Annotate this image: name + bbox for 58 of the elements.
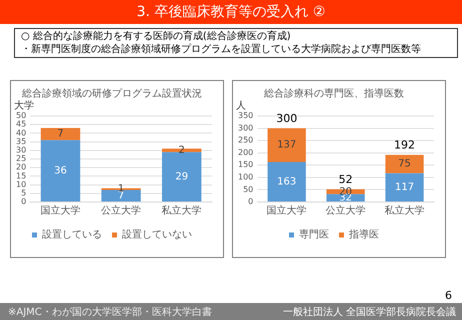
y-tick-label: 20 [16, 162, 26, 172]
x-tick-label: 私立大学 [162, 204, 202, 217]
bar [268, 128, 306, 162]
y-axis-title: 人 [236, 100, 246, 112]
legend-label: 指導医 [348, 228, 379, 241]
y-tick-label: 350 [238, 111, 254, 120]
data-label: 29 [175, 171, 188, 182]
y-tick-label: 15 [16, 171, 26, 180]
data-label: 163 [277, 176, 296, 188]
data-label: 7 [57, 128, 64, 140]
y-tick-label: 0 [21, 197, 26, 206]
text: 3. 卒後臨床教育等の受入れ ② [0, 0, 462, 24]
x-tick-label: 国立大学 [266, 204, 307, 217]
bar [385, 173, 424, 202]
text: ※AJMC・わが国の大学医学部・医科大学白書 [8, 306, 212, 319]
y-tick-label: 300 [238, 123, 254, 132]
y-tick-label: 25 [16, 154, 26, 164]
y-tick-label: 0 [248, 197, 254, 206]
y-tick-label: 30 [16, 145, 26, 154]
text: 一般社団法人 全国医学部長病院長会議 [282, 306, 456, 319]
data-label: 7 [118, 190, 124, 202]
total-label: 192 [394, 138, 416, 152]
y-axis-title: 大学 [14, 100, 34, 112]
y-tick-label: 40 [16, 128, 26, 138]
data-label: 137 [277, 140, 296, 151]
y-tick-label: 150 [238, 160, 254, 170]
y-tick-label: 10 [16, 180, 26, 189]
chart-title: 総合診療領域の研修プログラム設置状況 [21, 88, 202, 100]
bar [385, 154, 424, 174]
y-tick-label: 45 [16, 120, 26, 129]
data-label: 75 [398, 158, 411, 170]
y-tick-label: 50 [16, 111, 26, 120]
x-tick-label: 公立大学 [326, 204, 366, 217]
x-tick-label: 公立大学 [101, 204, 142, 217]
y-tick-label: 100 [238, 172, 254, 182]
y-tick-label: 250 [238, 136, 254, 145]
text: ・新専門医制度の総合診療領域研修プログラムを設置している大学病院および専門医数等 [21, 43, 422, 56]
y-tick-label: 200 [238, 148, 254, 157]
chart-title: 総合診療科の専門医、指導医数 [263, 88, 404, 100]
legend-label: 設置している [42, 228, 102, 241]
y-tick-label: 35 [16, 136, 26, 146]
bar [101, 190, 141, 202]
bar [40, 128, 80, 140]
x-tick-label: 私立大学 [384, 204, 425, 217]
x-tick-label: 国立大学 [40, 204, 80, 217]
data-label: 36 [54, 165, 67, 176]
total-label: 52 [338, 173, 353, 186]
text: ○ 総合的な診療能力を有する医師の育成(総合診療医の育成) [21, 30, 292, 43]
bar [268, 162, 306, 202]
legend-label: 設置していない [122, 228, 192, 241]
text: 6 [445, 289, 452, 302]
total-label: 300 [276, 112, 298, 126]
data-label: 117 [395, 182, 414, 193]
bar [40, 140, 80, 202]
y-tick-label: 50 [243, 184, 254, 194]
legend-label: 専門医 [299, 228, 329, 241]
bar [162, 152, 202, 202]
y-tick-label: 5 [21, 188, 26, 198]
